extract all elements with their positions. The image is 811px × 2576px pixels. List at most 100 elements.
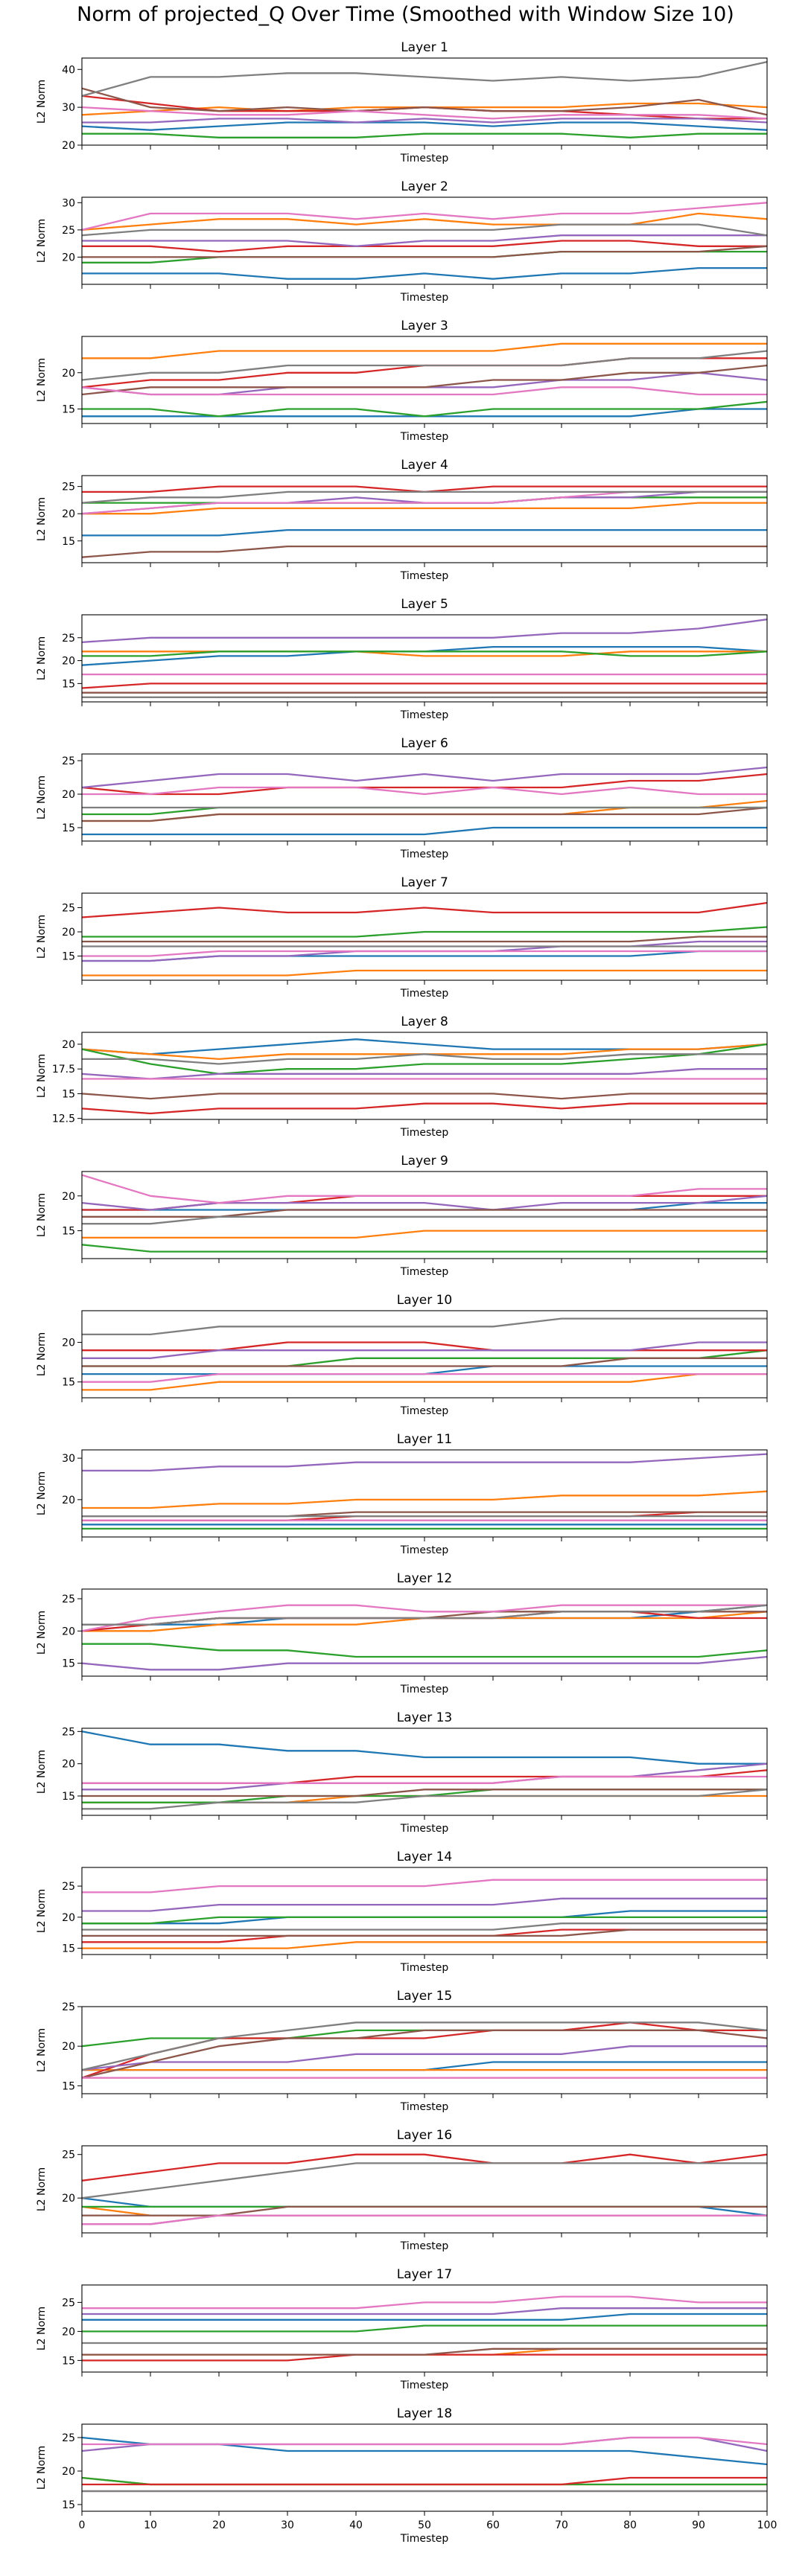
series-line bbox=[81, 121, 768, 131]
series-line bbox=[82, 1053, 767, 1065]
subplot-layer-1: Layer 1 20 30 40 Timestep L2 Norm bbox=[36, 40, 768, 164]
series-line bbox=[81, 2022, 768, 2071]
x-axis-label: Timestep bbox=[400, 1266, 449, 1278]
y-tick-label: 25 bbox=[62, 903, 75, 915]
subplot-layer-16: Layer 16 20 25 Timestep L2 Norm bbox=[36, 2128, 768, 2252]
series-line bbox=[82, 1775, 767, 1784]
series-line bbox=[82, 806, 768, 822]
y-tick-label: 20 bbox=[62, 1495, 75, 1506]
y-tick-label: 20 bbox=[62, 1626, 75, 1637]
y-axis-label: L2 Norm bbox=[36, 2167, 48, 2211]
subplot-layer-2: Layer 2 20 25 30 Timestep L2 Norm bbox=[36, 179, 768, 304]
series-line bbox=[82, 2348, 767, 2356]
subplot-layer-3: Layer 3 15 20 Timestep L2 Norm bbox=[36, 319, 768, 443]
series-line bbox=[82, 1357, 767, 1367]
y-tick-label: 25 bbox=[62, 2432, 75, 2444]
y-axis-label: L2 Norm bbox=[36, 2446, 48, 2490]
subplot-title: Layer 9 bbox=[401, 1154, 448, 1169]
series-line bbox=[81, 2205, 767, 2217]
x-axis-label: Timestep bbox=[400, 1684, 449, 1696]
y-axis-label: L2 Norm bbox=[36, 915, 48, 959]
series-line bbox=[81, 683, 767, 689]
y-tick-label: 25 bbox=[62, 755, 75, 767]
y-axis-label: L2 Norm bbox=[36, 1611, 48, 1655]
x-axis-label: Timestep bbox=[400, 988, 449, 1000]
y-axis-label: L2 Norm bbox=[36, 1471, 48, 1515]
series-line bbox=[82, 1643, 768, 1658]
subplot-title: Layer 11 bbox=[397, 1432, 452, 1447]
series-line bbox=[82, 950, 767, 962]
x-tick-label: 30 bbox=[281, 2519, 294, 2531]
series-line bbox=[82, 2061, 767, 2071]
subplot-title: Layer 10 bbox=[397, 1293, 452, 1308]
y-axis-label: L2 Norm bbox=[36, 219, 48, 263]
y-tick-label: 15 bbox=[62, 1226, 75, 1238]
y-tick-label: 15 bbox=[62, 1658, 75, 1670]
y-axis-label: L2 Norm bbox=[36, 1193, 48, 1237]
series-line bbox=[82, 2205, 767, 2217]
series-line bbox=[81, 1043, 768, 1075]
y-tick-label: 15 bbox=[62, 1943, 75, 1955]
series-line bbox=[81, 386, 767, 396]
y-tick-label: 20 bbox=[62, 2193, 75, 2205]
series-line bbox=[81, 1730, 767, 1765]
series-line bbox=[82, 2295, 767, 2310]
y-tick-label: 25 bbox=[62, 1726, 75, 1738]
subplot-title: Layer 5 bbox=[401, 597, 448, 612]
y-tick-label: 15 bbox=[62, 678, 75, 690]
subplot-title: Layer 3 bbox=[401, 319, 448, 333]
x-tick-label: 100 bbox=[757, 2519, 777, 2531]
series-line bbox=[81, 2476, 767, 2486]
subplot-title: Layer 2 bbox=[401, 179, 448, 194]
subplot-layer-4: Layer 4 15 20 25 Timestep L2 Norm bbox=[36, 458, 768, 582]
y-tick-label: 20 bbox=[62, 1191, 75, 1203]
series-line bbox=[82, 2476, 767, 2486]
series-line bbox=[82, 826, 767, 836]
subplot-layer-14: Layer 14 15 20 25 Timestep L2 Norm bbox=[36, 1850, 768, 1974]
series-line bbox=[81, 766, 768, 789]
x-axis-label: Timestep bbox=[400, 153, 449, 164]
series-line bbox=[81, 106, 768, 120]
series-line bbox=[81, 202, 768, 231]
subplot-title: Layer 7 bbox=[401, 875, 448, 890]
axes-frame bbox=[81, 57, 768, 146]
y-tick-label: 30 bbox=[62, 1453, 75, 1465]
series-line bbox=[81, 1174, 767, 1204]
y-tick-label: 20 bbox=[62, 1759, 75, 1771]
series-line bbox=[82, 950, 767, 957]
subplot-title: Layer 4 bbox=[401, 458, 448, 473]
series-line bbox=[82, 1317, 767, 1336]
subplot-title: Layer 18 bbox=[397, 2406, 452, 2421]
x-tick-label: 50 bbox=[418, 2519, 431, 2531]
series-line bbox=[81, 901, 768, 918]
y-tick-label: 20 bbox=[62, 252, 75, 263]
y-tick-label: 15 bbox=[62, 1377, 75, 1389]
y-tick-label: 25 bbox=[62, 633, 75, 645]
y-axis-label: L2 Norm bbox=[36, 776, 48, 819]
series-line bbox=[82, 1897, 767, 1912]
y-axis-label: L2 Norm bbox=[36, 2028, 48, 2072]
y-tick-label: 20 bbox=[62, 2041, 75, 2053]
x-axis-label: Timestep bbox=[400, 2533, 449, 2545]
x-axis-label: Timestep bbox=[400, 1405, 449, 1417]
subplot-title: Layer 1 bbox=[401, 40, 448, 55]
series-line bbox=[82, 240, 767, 253]
series-line bbox=[81, 2029, 768, 2079]
y-tick-label: 25 bbox=[62, 2150, 75, 2161]
series-line bbox=[81, 87, 768, 116]
x-axis-label: Timestep bbox=[400, 1823, 449, 1835]
axes-frame bbox=[81, 2006, 768, 2094]
y-tick-label: 15 bbox=[62, 951, 75, 963]
y-tick-label: 30 bbox=[62, 102, 75, 114]
series-line bbox=[82, 1928, 767, 1937]
series-line bbox=[82, 936, 767, 943]
series-line bbox=[82, 118, 768, 124]
y-tick-label: 25 bbox=[62, 482, 75, 493]
series-line bbox=[82, 1215, 767, 1225]
y-axis-label: L2 Norm bbox=[36, 2307, 48, 2350]
y-tick-label: 12.5 bbox=[52, 1113, 75, 1125]
axes-frame bbox=[81, 2284, 768, 2373]
series-line bbox=[82, 1230, 767, 1239]
series-line bbox=[82, 1789, 767, 1797]
